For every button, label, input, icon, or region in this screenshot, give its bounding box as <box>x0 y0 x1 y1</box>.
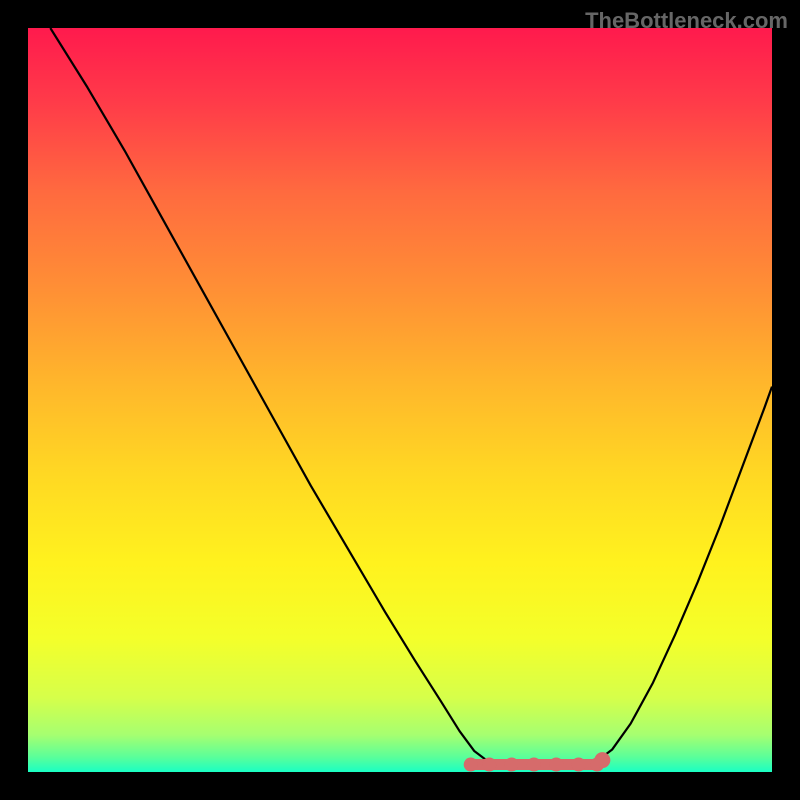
watermark-text: TheBottleneck.com <box>585 8 788 34</box>
chart-container: TheBottleneck.com <box>0 0 800 800</box>
optimal-range-marker <box>464 758 478 772</box>
plot-area <box>28 28 772 772</box>
gradient-background <box>28 28 772 772</box>
optimal-range-marker <box>482 758 496 772</box>
plot-svg <box>28 28 772 772</box>
optimal-range-marker <box>505 758 519 772</box>
optimal-range-marker <box>527 758 541 772</box>
optimal-range-end-dot <box>594 752 610 768</box>
optimal-range-marker <box>549 758 563 772</box>
optimal-range-marker <box>572 758 586 772</box>
